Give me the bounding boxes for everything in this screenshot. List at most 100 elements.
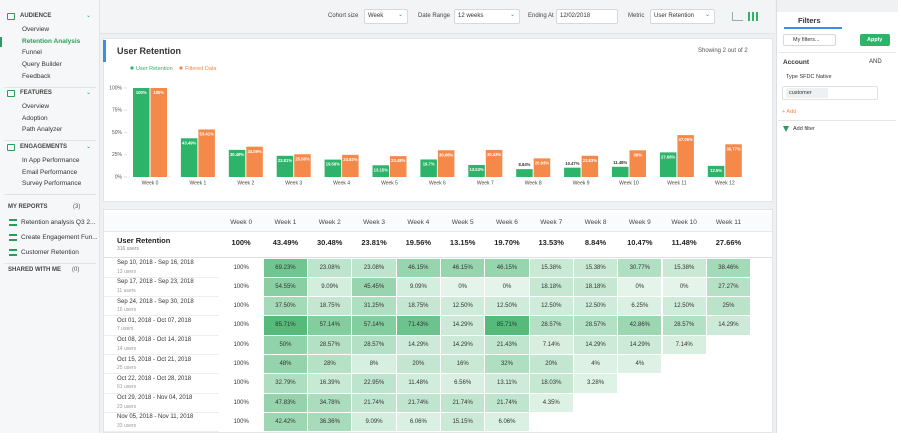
row-label: Sep 24, 2018 - Sep 30, 2018: [117, 298, 194, 305]
filters-title[interactable]: Filters: [798, 16, 821, 25]
x-tick-label: Week 8: [525, 180, 542, 186]
nav-item[interactable]: Query Builder: [22, 61, 62, 69]
apply-label[interactable]: Apply: [867, 37, 883, 43]
toolbar-select[interactable]: [364, 9, 408, 24]
retention-cell: 28.57%: [529, 316, 573, 335]
legend-swatch: [130, 66, 134, 70]
section-icon: [7, 144, 15, 151]
bar-value-label: 43.49%: [182, 140, 196, 145]
nav-item[interactable]: Survey Performance: [22, 180, 82, 188]
bar-value-label: 19.56%: [326, 162, 340, 167]
retention-cell: 20%: [529, 355, 573, 374]
retention-cell: 28.57%: [662, 316, 706, 335]
retention-cell: 50%: [263, 335, 308, 354]
report-item[interactable]: Customer Retention: [21, 249, 79, 256]
section-title[interactable]: MY REPORTS: [8, 204, 48, 210]
summary-cell: 100%: [231, 238, 251, 247]
retention-cell: 57.14%: [308, 316, 352, 335]
bar-value-label: 24.92%: [343, 157, 357, 162]
toolbar-value: 12/02/2018: [560, 13, 591, 19]
nav-item[interactable]: Overview: [22, 26, 50, 33]
retention-cell: 7.14%: [529, 335, 573, 354]
retention-cell: 27.27%: [706, 277, 751, 297]
row-divider: [104, 354, 219, 355]
retention-cell: 85.71%: [263, 316, 308, 335]
toolbar-value: 12 weeks: [458, 13, 484, 19]
summary-cell: 19.56%: [405, 238, 432, 247]
toolbar-select[interactable]: [650, 9, 715, 24]
bar-value-label: 13.53%: [469, 167, 483, 172]
retention-cell: 21.74%: [396, 393, 440, 412]
my-filters-label[interactable]: My filters...: [793, 37, 820, 43]
value-chip-label[interactable]: customer: [789, 90, 812, 96]
bar-value-label: 53.41%: [200, 132, 214, 137]
bar: [180, 138, 198, 177]
bar-value-label: 30.43%: [487, 152, 501, 157]
summary-cell: 8.84%: [584, 238, 607, 247]
row-divider: [104, 411, 219, 413]
bar-value-label: 12.5%: [710, 168, 722, 173]
nav-item[interactable]: Adoption: [22, 114, 48, 122]
column-header: Week 4: [407, 219, 430, 226]
retention-cell: 23.08%: [308, 258, 352, 277]
nav-item[interactable]: In App Performance: [22, 157, 80, 164]
add-link[interactable]: + Add: [782, 109, 797, 115]
nav-item[interactable]: Funnel: [22, 49, 42, 57]
chart-subtitle: Showing 2 out of 2: [698, 48, 748, 54]
chart-type-line-icon[interactable]: [732, 12, 743, 21]
retention-cell: 15.15%: [441, 412, 485, 432]
row-users: 16 users: [117, 307, 137, 314]
row-label: Oct 15, 2018 - Oct 21, 2018: [117, 356, 192, 363]
retention-cell: 9.09%: [308, 277, 352, 297]
row-users: 11 users: [117, 287, 136, 294]
retention-cell: 57.14%: [352, 316, 396, 335]
summary-cell: 13.53%: [538, 238, 564, 247]
toolbar-select[interactable]: [556, 9, 618, 24]
toolbar-select[interactable]: [454, 9, 520, 24]
retention-cell: 18.03%: [529, 374, 573, 393]
bar: [276, 155, 294, 177]
bar: [468, 164, 485, 177]
row-label: Oct 01, 2018 - Oct 07, 2018: [117, 317, 192, 324]
add-filter-label[interactable]: Add filter: [793, 126, 815, 132]
retention-cell: 38.46%: [706, 258, 751, 277]
x-tick-label: Week 6: [429, 180, 446, 186]
retention-cell: 100%: [219, 335, 263, 354]
x-tick-label: Week 12: [715, 180, 735, 186]
summary-users: 316 users: [117, 246, 139, 252]
section-title[interactable]: SHARED WITH ME: [8, 267, 61, 273]
retention-cell: 28.57%: [308, 335, 352, 354]
my-filters-button[interactable]: [783, 34, 836, 46]
section-title[interactable]: AUDIENCE: [20, 13, 52, 19]
nav-item[interactable]: Retention Analysis: [22, 37, 81, 45]
retention-cell: 28%: [308, 355, 352, 374]
bar-value-label: 10.47%: [565, 161, 579, 166]
retention-cell: 47.83%: [263, 393, 308, 412]
retention-cell: 69.23%: [263, 258, 308, 277]
retention-cell: 3.28%: [573, 374, 618, 393]
bar: [420, 159, 437, 177]
report-item[interactable]: Retention analysis Q3 2...: [21, 219, 96, 226]
bar: [228, 149, 246, 177]
apply-button[interactable]: [860, 34, 890, 46]
report-icon: [9, 219, 17, 226]
y-tick-label: 25%: [112, 152, 123, 158]
section-title[interactable]: FEATURES: [20, 90, 52, 96]
retention-cell: 36.36%: [308, 412, 352, 432]
bar: [324, 159, 342, 177]
nav-item[interactable]: Path Analyzer: [22, 126, 63, 134]
nav-item[interactable]: Overview: [22, 103, 50, 110]
retention-cell: 14.29%: [441, 335, 485, 354]
type-label[interactable]: Type SFDC Native: [786, 74, 832, 80]
retention-cell: 32.79%: [263, 374, 308, 393]
summary-cell: 13.15%: [449, 238, 476, 247]
nav-item[interactable]: Email Performance: [22, 168, 78, 176]
bar: [198, 129, 215, 177]
row-users: 61 users: [117, 384, 137, 391]
retention-cell: 45.45%: [352, 277, 396, 297]
nav-item[interactable]: Feedback: [22, 72, 51, 80]
chart-type-bar-icon[interactable]: [748, 12, 758, 21]
report-item[interactable]: Create Engagement Fun...: [21, 234, 98, 241]
retention-cell: 46.15%: [485, 258, 529, 277]
section-title[interactable]: ENGAGEMENTS: [20, 144, 68, 150]
